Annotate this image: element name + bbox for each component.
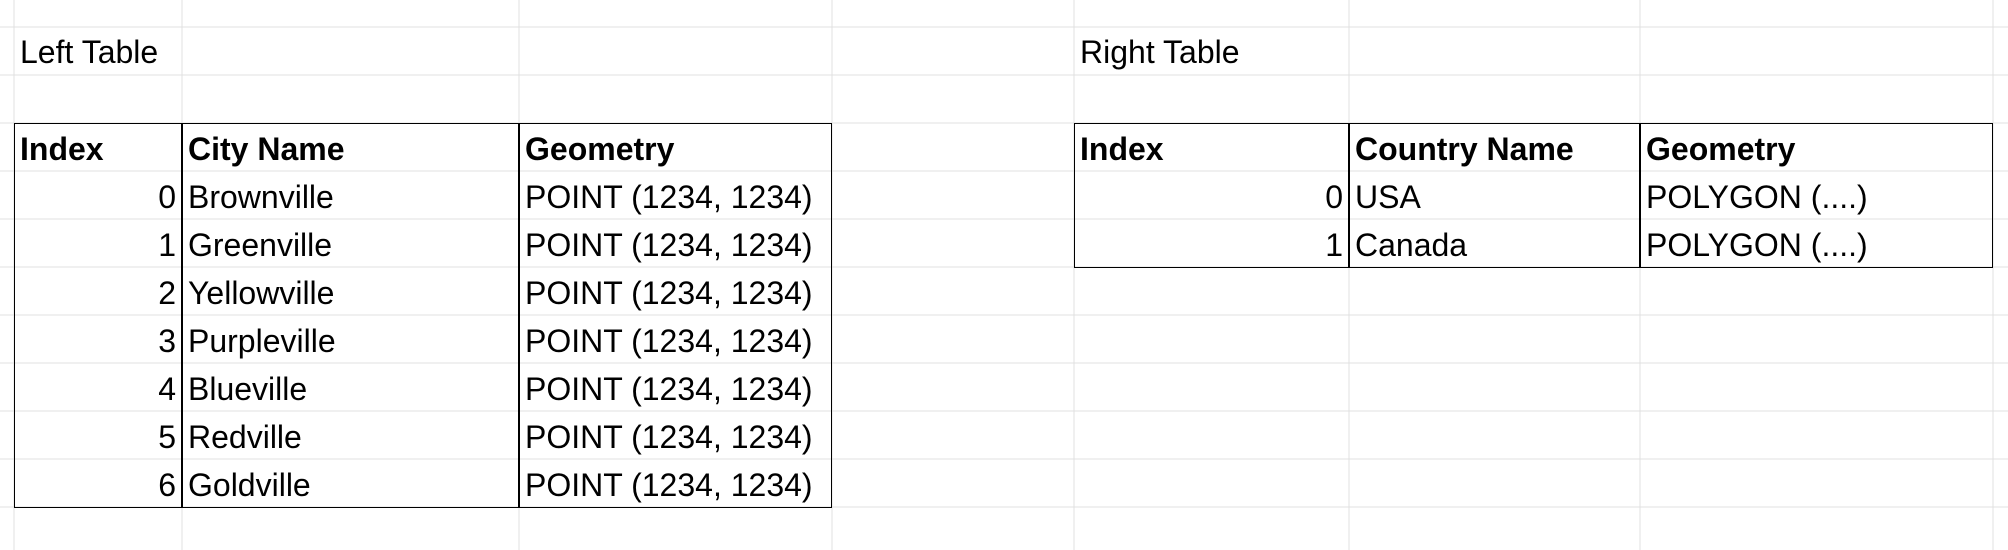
left-cell-geometry[interactable]: POINT (1234, 1234) [525, 467, 813, 503]
right-header-geometry[interactable]: Geometry [1646, 131, 1796, 167]
right-cell-country-name[interactable]: USA [1355, 179, 1421, 215]
left-table-divider [518, 123, 520, 508]
right-header-index[interactable]: Index [1080, 131, 1164, 167]
right-table-divider [1348, 123, 1350, 268]
left-cell-city-name[interactable]: Brownville [188, 179, 334, 215]
left-cell-index[interactable]: 4 [158, 371, 176, 407]
left-cell-city-name[interactable]: Blueville [188, 371, 308, 407]
left-header-index[interactable]: Index [20, 131, 104, 167]
right-table-caption[interactable]: Right Table [1080, 34, 1240, 70]
left-cell-index[interactable]: 0 [158, 179, 176, 215]
left-cell-index[interactable]: 6 [158, 467, 176, 503]
left-cell-geometry[interactable]: POINT (1234, 1234) [525, 371, 813, 407]
right-cell-index[interactable]: 0 [1325, 179, 1343, 215]
left-cell-index[interactable]: 2 [158, 275, 176, 311]
right-cell-geometry[interactable]: POLYGON (....) [1646, 227, 1868, 263]
left-header-city-name[interactable]: City Name [188, 131, 345, 167]
right-header-country-name[interactable]: Country Name [1355, 131, 1574, 167]
left-cell-geometry[interactable]: POINT (1234, 1234) [525, 179, 813, 215]
left-cell-city-name[interactable]: Purpleville [188, 323, 336, 359]
left-cell-index[interactable]: 1 [158, 227, 176, 263]
left-table-caption[interactable]: Left Table [20, 34, 159, 70]
left-cell-geometry[interactable]: POINT (1234, 1234) [525, 227, 813, 263]
right-table-divider [1639, 123, 1641, 268]
left-cell-city-name[interactable]: Redville [188, 419, 302, 455]
right-cell-index[interactable]: 1 [1325, 227, 1343, 263]
left-cell-geometry[interactable]: POINT (1234, 1234) [525, 419, 813, 455]
left-cell-city-name[interactable]: Greenville [188, 227, 333, 263]
right-cell-geometry[interactable]: POLYGON (....) [1646, 179, 1868, 215]
left-header-geometry[interactable]: Geometry [525, 131, 675, 167]
left-table-divider [181, 123, 183, 508]
left-cell-geometry[interactable]: POINT (1234, 1234) [525, 275, 813, 311]
left-cell-index[interactable]: 3 [158, 323, 176, 359]
left-cell-index[interactable]: 5 [158, 419, 176, 455]
left-cell-city-name[interactable]: Goldville [188, 467, 311, 503]
left-cell-city-name[interactable]: Yellowville [188, 275, 335, 311]
right-cell-country-name[interactable]: Canada [1355, 227, 1468, 263]
left-cell-geometry[interactable]: POINT (1234, 1234) [525, 323, 813, 359]
